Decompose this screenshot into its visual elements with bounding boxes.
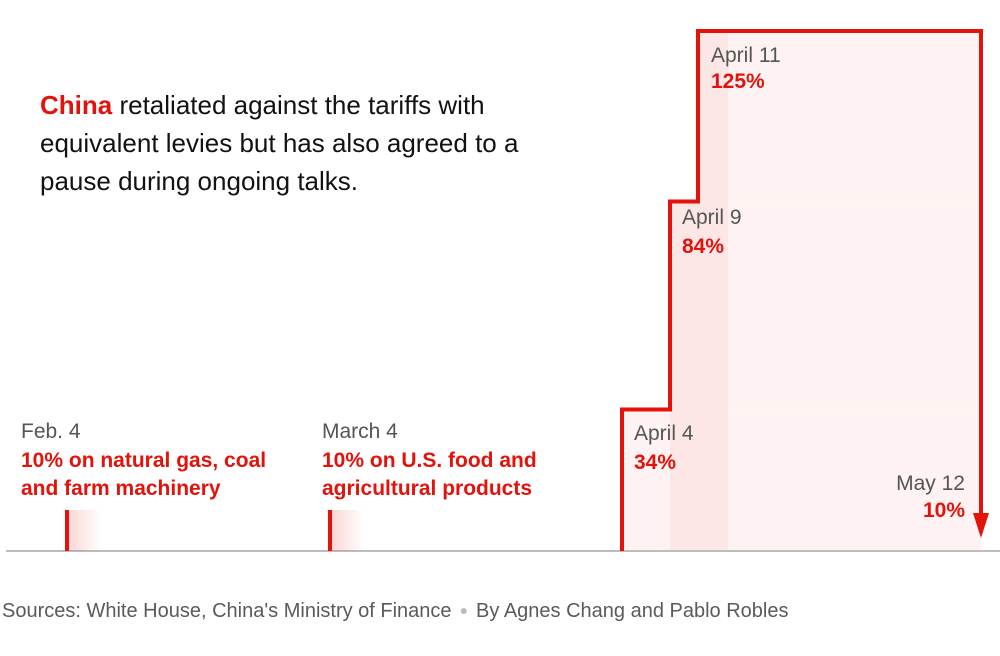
value-label-apr11: 125% — [711, 70, 765, 93]
date-label-apr11: April 11 — [711, 44, 781, 67]
value-label-may12: 10% — [923, 499, 965, 522]
intro-text: China retaliated against the tariffs wit… — [40, 86, 560, 200]
byline-text: By Agnes Chang and Pablo Robles — [476, 600, 789, 622]
date-label-feb4: Feb. 4 — [21, 420, 81, 443]
value-label-mar4: 10% on U.S. food and — [322, 449, 537, 472]
end-arrow-head — [973, 513, 989, 538]
stem-glow-feb4 — [67, 510, 101, 551]
date-label-apr9: April 9 — [682, 206, 742, 229]
date-label-may12: May 12 — [896, 472, 965, 495]
fill-apr9 — [670, 201, 981, 410]
intro-highlight: China — [40, 90, 113, 120]
separator-dot: ● — [459, 602, 469, 618]
stem-glow-mar4 — [330, 510, 364, 551]
value-label-mar4: agricultural products — [322, 477, 532, 500]
value-label-apr4: 34% — [634, 451, 676, 474]
fill-apr4 — [622, 409, 981, 551]
intro-body: retaliated against the tariffs with equi… — [40, 90, 519, 196]
band-apr9 — [670, 201, 698, 551]
band-apr11 — [698, 31, 728, 551]
value-label-feb4: 10% on natural gas, coal — [21, 449, 266, 472]
sources-text: Sources: White House, China's Ministry o… — [2, 600, 452, 622]
date-label-mar4: March 4 — [322, 420, 398, 443]
tariff-step-line — [620, 29, 983, 551]
fill-apr11 — [698, 31, 981, 202]
value-label-apr9: 84% — [682, 235, 724, 258]
date-label-apr4: April 4 — [634, 422, 694, 445]
value-label-feb4: and farm machinery — [21, 477, 221, 500]
footer-sources: Sources: White House, China's Ministry o… — [2, 600, 788, 623]
